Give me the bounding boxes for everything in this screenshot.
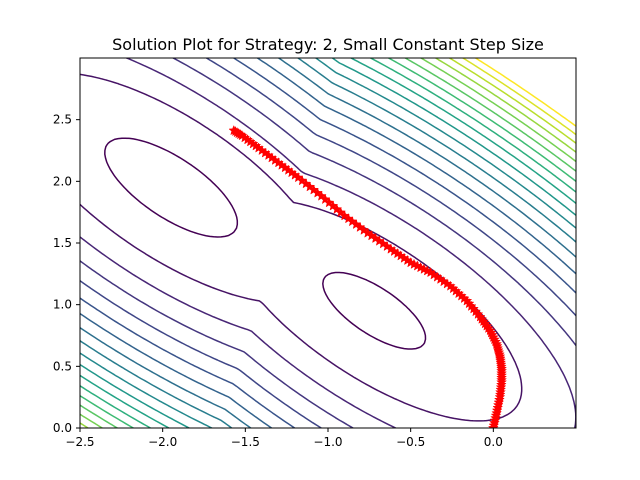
x-tick-label: −1.0 <box>313 435 342 449</box>
contour-line <box>80 58 576 428</box>
contour-line <box>80 58 576 428</box>
chart-title: Solution Plot for Strategy: 2, Small Con… <box>112 35 544 54</box>
contour-line <box>462 58 576 136</box>
y-tick-label: 0.0 <box>53 421 72 435</box>
contour-line <box>474 58 576 127</box>
y-tick-label: 2.0 <box>53 174 72 188</box>
contour-line <box>104 137 427 350</box>
x-tick-label: 0.0 <box>484 435 503 449</box>
y-tick-label: 2.5 <box>53 113 72 127</box>
x-tick-label: −0.5 <box>396 435 425 449</box>
contour-line <box>80 58 576 428</box>
y-axis: 0.0 0.5 1.0 1.5 2.0 2.5 <box>53 113 80 435</box>
contour-line <box>80 58 576 428</box>
contour-line <box>80 58 576 428</box>
contour-lines <box>80 58 576 428</box>
contour-line <box>80 58 576 428</box>
y-tick-label: 0.5 <box>53 359 72 373</box>
contour-line <box>80 58 576 428</box>
x-tick-label: −1.5 <box>231 435 260 449</box>
contour-line <box>80 58 576 428</box>
contour-line <box>80 58 576 428</box>
x-axis: −2.5 −2.0 −1.5 −1.0 −0.5 0.0 <box>65 428 503 449</box>
y-tick-label: 1.0 <box>53 298 72 312</box>
contour-line <box>80 58 576 428</box>
series-layer <box>228 124 508 428</box>
solution-point-marker <box>228 124 240 136</box>
contour-line <box>80 58 576 428</box>
contour-line <box>80 58 576 428</box>
contour-line <box>80 58 576 428</box>
x-tick-label: −2.5 <box>65 435 94 449</box>
contour-line <box>80 58 576 428</box>
y-tick-label: 1.5 <box>53 236 72 250</box>
x-tick-label: −2.0 <box>148 435 177 449</box>
contour-line <box>80 58 576 428</box>
